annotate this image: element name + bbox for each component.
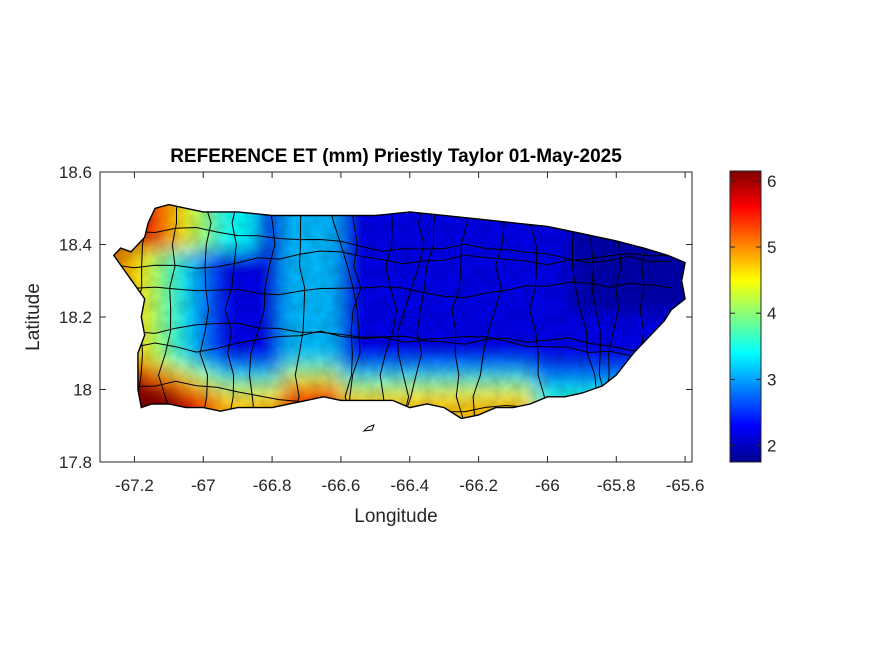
small-island-outline [362, 424, 375, 432]
x-tick-label: -67.2 [115, 476, 154, 495]
x-tick-label: -66.2 [459, 476, 498, 495]
x-tick-label: -65.6 [666, 476, 705, 495]
x-tick-label: -67 [191, 476, 216, 495]
coastline [112, 203, 686, 420]
y-tick-label: 18.6 [59, 163, 92, 182]
colorbar-tick-label: 5 [767, 238, 776, 257]
x-tick-label: -65.8 [597, 476, 636, 495]
y-tick-label: 17.8 [59, 453, 92, 472]
x-axis-ticks: -67.2 -67 -66.8 -66.6 -66.4 -66.2 -66 -65.8 -65.… [115, 172, 704, 495]
y-axis-label: Latitude [23, 283, 44, 351]
x-tick-label: -66.4 [390, 476, 429, 495]
colorbar [729, 170, 762, 463]
y-tick-label: 18.4 [59, 236, 92, 255]
y-tick-label: 18.2 [59, 308, 92, 327]
x-axis-label: Longitude [354, 506, 437, 527]
x-tick-label: -66.6 [322, 476, 361, 495]
x-tick-label: -66.8 [253, 476, 292, 495]
colorbar-tick-label: 4 [767, 304, 776, 323]
y-tick-label: 18 [73, 381, 92, 400]
colorbar-tick-label: 2 [767, 436, 776, 455]
map-title: REFERENCE ET (mm) Priestly Taylor 01-May… [170, 146, 622, 167]
colorbar-ticks: 2 3 4 5 6 [730, 172, 776, 455]
colorbar-tick-label: 6 [767, 172, 776, 191]
x-tick-label: -66 [535, 476, 560, 495]
colorbar-tick-label: 3 [767, 370, 776, 389]
y-axis-ticks: 17.8 18 18.2 18.4 18.6 [59, 163, 692, 472]
